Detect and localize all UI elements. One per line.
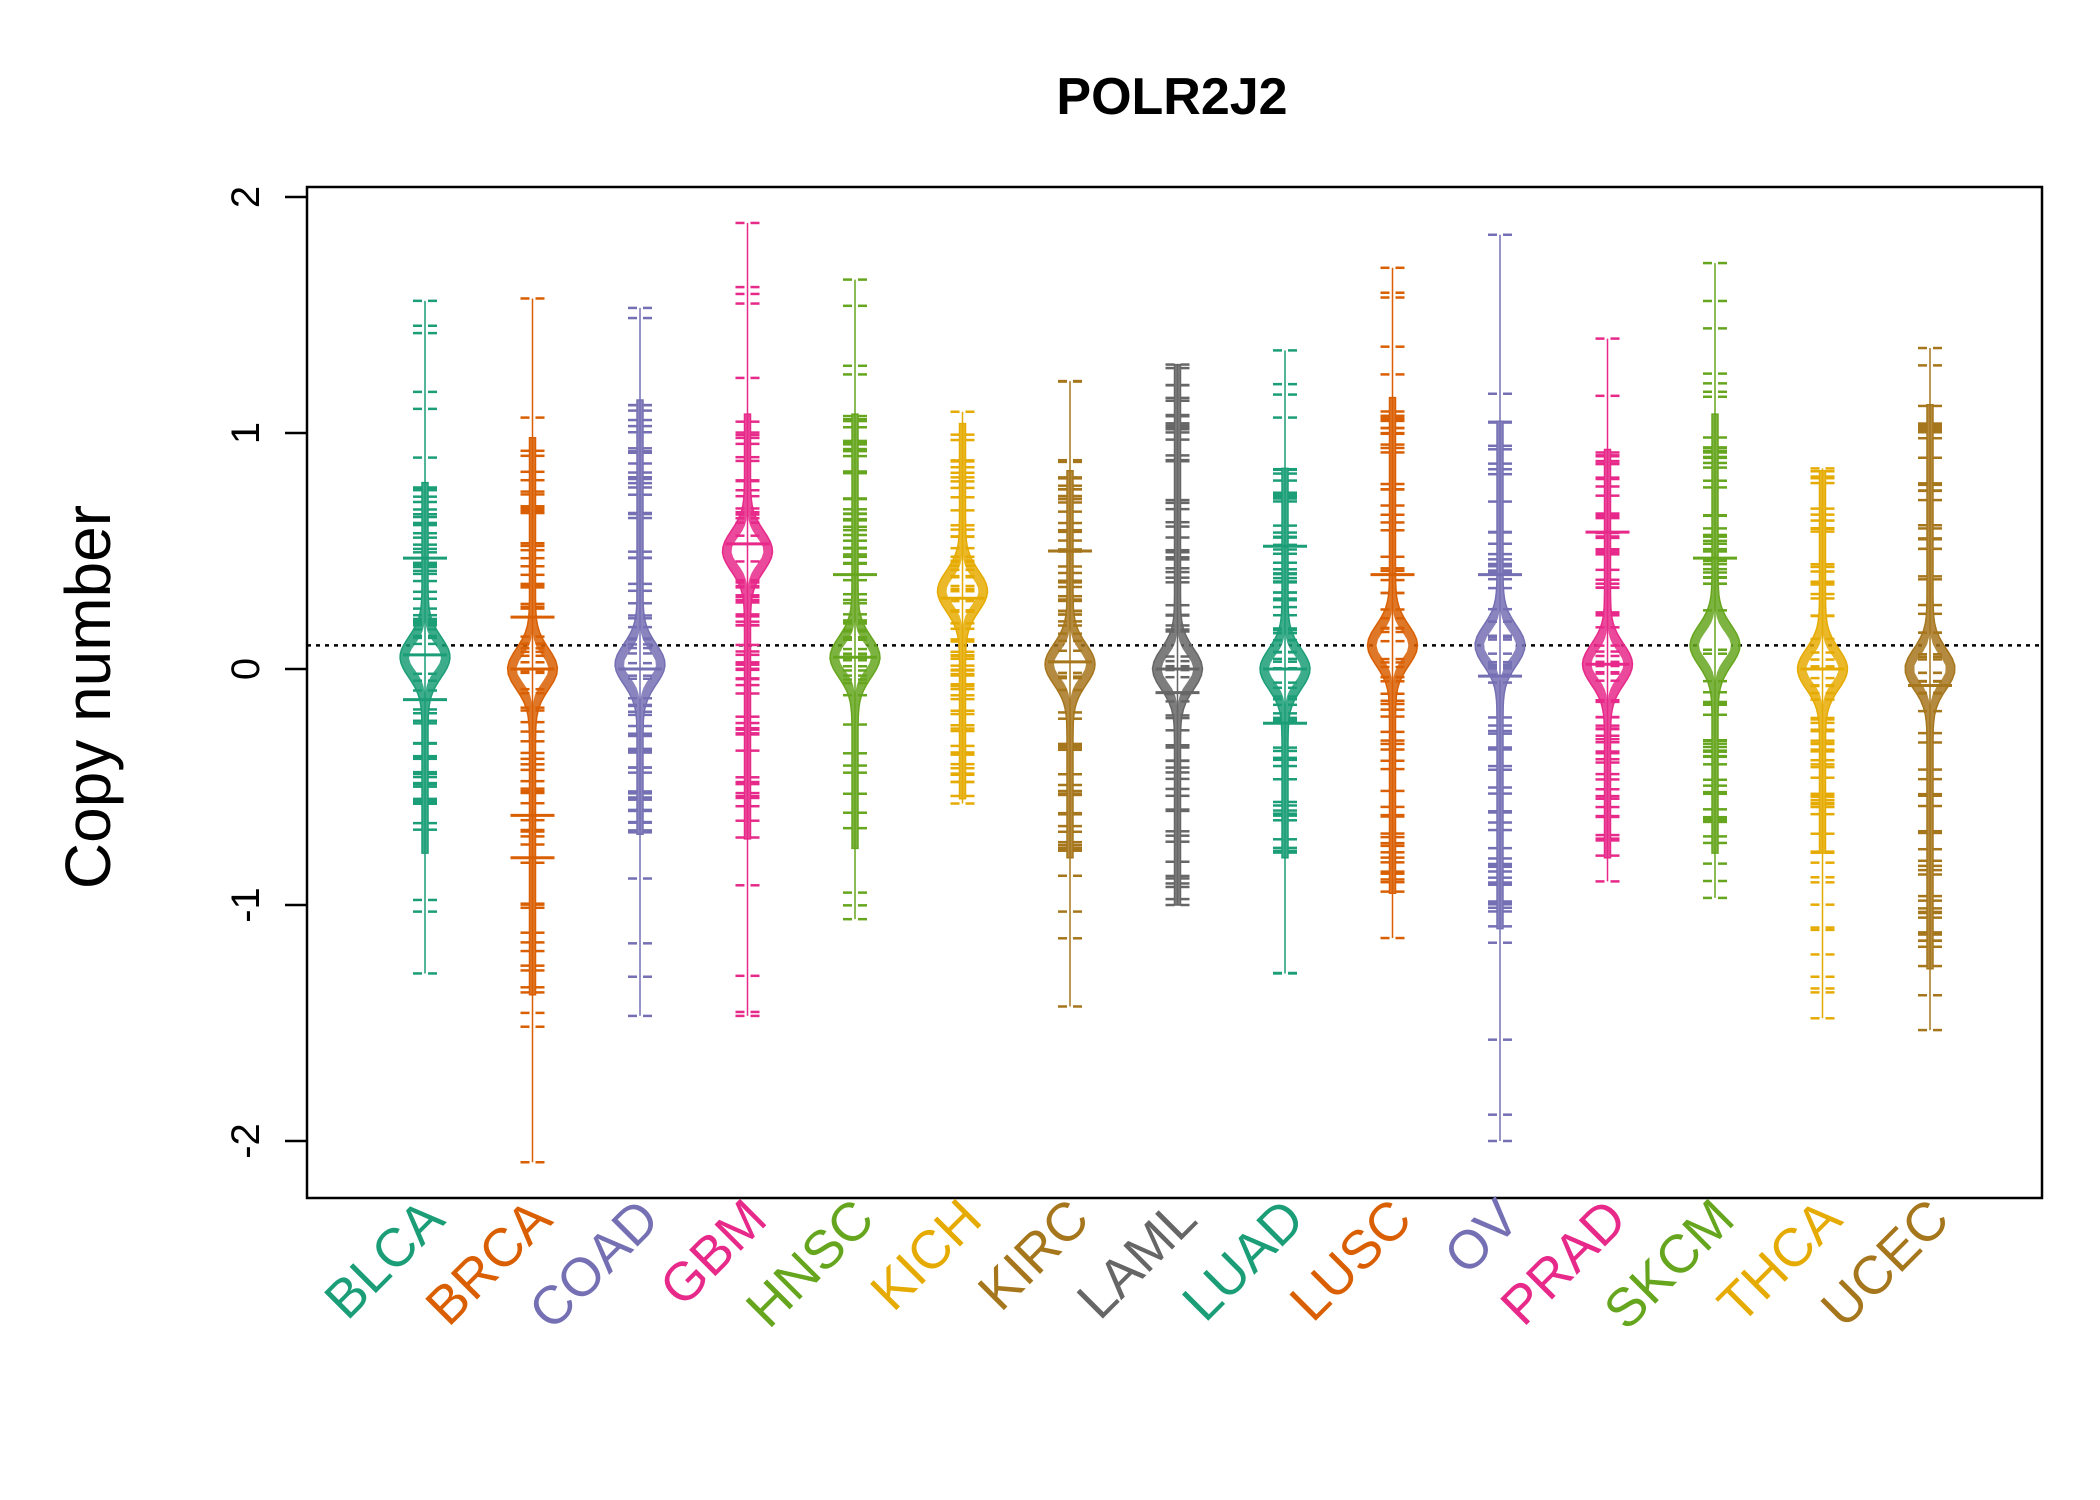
bean-blca <box>399 299 451 975</box>
y-tick-label: 2 <box>224 186 268 208</box>
bean-ov <box>1474 233 1526 1143</box>
bean-brca <box>506 297 559 1164</box>
y-tick-label: -1 <box>224 887 268 923</box>
beans <box>399 221 1956 1164</box>
bean-gbm <box>721 221 774 1018</box>
bean-thca <box>1796 467 1849 1020</box>
bean-luad <box>1259 349 1311 975</box>
bean-prad <box>1581 337 1634 883</box>
bean-ucec <box>1904 346 1956 1032</box>
y-tick-label: 1 <box>224 422 268 444</box>
bean-kirc <box>1044 379 1096 1008</box>
bean-kich <box>936 410 989 805</box>
chart-title: POLR2J2 <box>1056 68 1287 126</box>
plot-frame <box>305 185 2044 1200</box>
x-label-luad: LUAD <box>1171 1188 1315 1332</box>
bean-skcm <box>1689 261 1741 900</box>
x-label-lusc: LUSC <box>1279 1188 1423 1332</box>
bean-lusc <box>1366 266 1419 940</box>
y-tick-label: 0 <box>224 658 268 680</box>
y-tick-label: -2 <box>224 1123 268 1159</box>
bean-laml <box>1151 363 1204 907</box>
bean-hnsc <box>829 278 881 921</box>
x-label-kich: KICH <box>859 1188 993 1322</box>
x-label-laml: LAML <box>1066 1188 1208 1330</box>
y-axis-label: Copy number <box>52 505 124 889</box>
bean-coad <box>614 306 666 1018</box>
y-axis: -2 -1 0 1 2 <box>224 186 307 1159</box>
